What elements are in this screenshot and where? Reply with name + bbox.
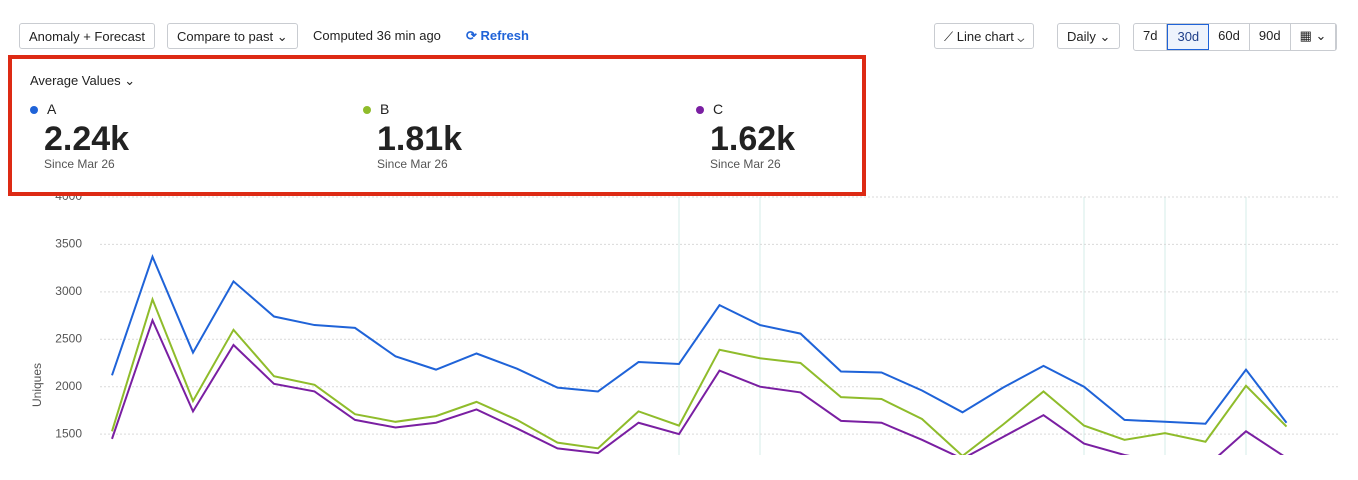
summary-title[interactable]: Average Values ⌄ bbox=[30, 73, 136, 88]
chart-type-button[interactable]: ⟋ Line chart ⌄ bbox=[934, 23, 1035, 49]
anomaly-markers bbox=[678, 197, 1247, 455]
range-option[interactable]: 30d bbox=[1167, 24, 1210, 50]
summary-value: 1.81k bbox=[377, 120, 463, 158]
y-tick-label: 1500 bbox=[55, 426, 82, 440]
mode-button[interactable]: Anomaly + Forecast bbox=[19, 23, 155, 49]
series-name: B bbox=[380, 101, 390, 117]
y-tick-label: 2500 bbox=[55, 331, 82, 345]
range-selector: 7d 30d 60d 90d ▦ ⌄ bbox=[1133, 23, 1338, 51]
calendar-button[interactable]: ▦ ⌄ bbox=[1291, 24, 1337, 50]
summary-value: 1.62k bbox=[710, 120, 796, 158]
summary-card: C 1.62k Since Mar 26 bbox=[696, 101, 795, 171]
summary-since: Since Mar 26 bbox=[710, 157, 781, 171]
summary-title-text: Average Values bbox=[30, 73, 121, 88]
series-line bbox=[111, 253, 1288, 425]
plot-area bbox=[111, 253, 1288, 455]
y-tick-label: 2000 bbox=[55, 379, 82, 393]
compare-label: Compare to past bbox=[177, 29, 274, 44]
summary-box: Average Values ⌄ A 2.24k Since Mar 26 B 1.81… bbox=[8, 55, 866, 196]
y-tick-label: 3000 bbox=[55, 284, 82, 298]
summary-value: 2.24k bbox=[44, 120, 130, 158]
series-name: A bbox=[47, 101, 57, 117]
interval-label: Daily bbox=[1067, 29, 1096, 44]
series-line bbox=[111, 296, 1288, 455]
summary-name-row: B bbox=[363, 101, 462, 117]
summary-since: Since Mar 26 bbox=[377, 157, 448, 171]
refresh-label: Refresh bbox=[480, 28, 529, 43]
chart-type-label: Line chart bbox=[956, 29, 1014, 44]
refresh-link[interactable]: ⟳ Refresh bbox=[466, 28, 529, 43]
summary-card: A 2.24k Since Mar 26 bbox=[30, 101, 129, 171]
summary-name-row: A bbox=[30, 101, 129, 117]
legend-dot bbox=[696, 106, 704, 114]
legend-dot bbox=[363, 106, 371, 114]
summary-since: Since Mar 26 bbox=[44, 157, 115, 171]
legend-dot bbox=[30, 106, 38, 114]
range-option[interactable]: 90d bbox=[1250, 24, 1291, 50]
y-axis-label: Uniques bbox=[30, 363, 44, 407]
summary-name-row: C bbox=[696, 101, 795, 117]
series-line bbox=[111, 317, 1284, 455]
computed-text: Computed 36 min ago bbox=[313, 28, 441, 43]
range-option[interactable]: 7d bbox=[1134, 24, 1168, 50]
y-tick-label: 3500 bbox=[55, 237, 82, 251]
interval-button[interactable]: Daily ⌄ bbox=[1057, 23, 1121, 49]
series-name: C bbox=[713, 101, 724, 117]
summary-card: B 1.81k Since Mar 26 bbox=[363, 101, 462, 171]
compare-button[interactable]: Compare to past ⌄ bbox=[167, 23, 298, 49]
range-option[interactable]: 60d bbox=[1209, 24, 1250, 50]
